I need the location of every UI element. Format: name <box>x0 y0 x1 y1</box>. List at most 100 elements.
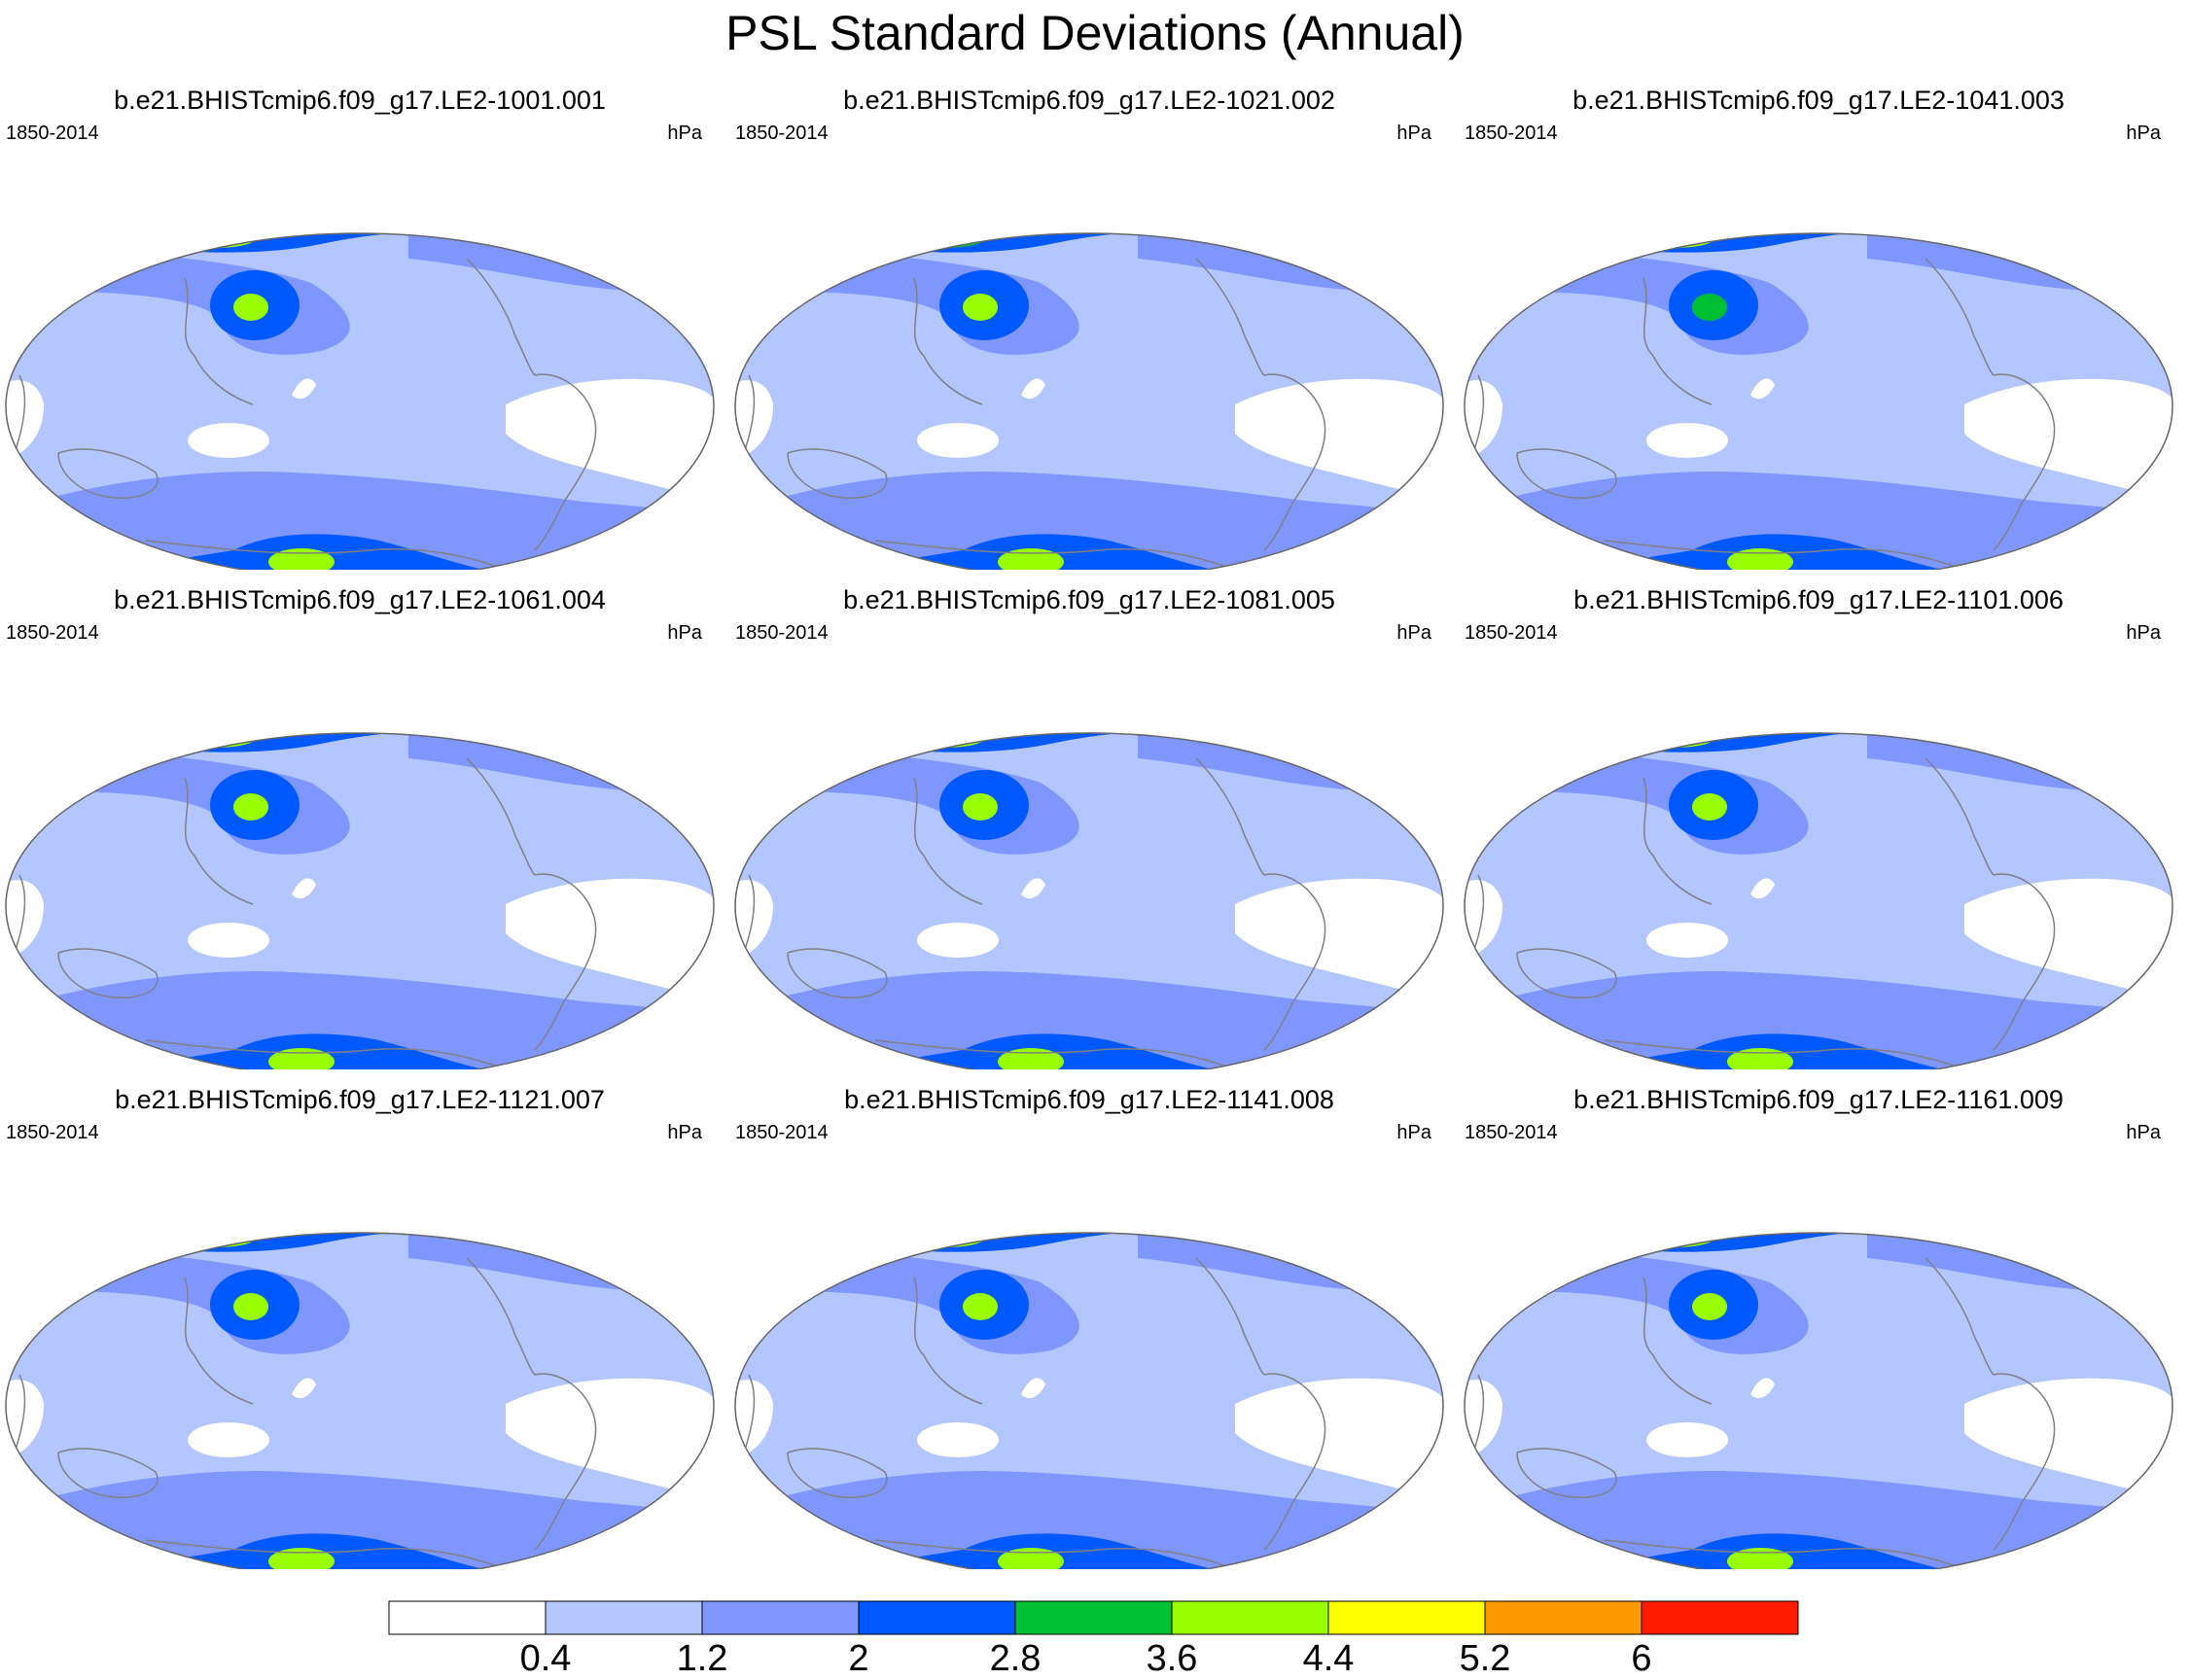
coastline <box>1642 277 1713 405</box>
contour-southern-core <box>58 1533 622 1569</box>
coastline <box>466 258 536 376</box>
coastline <box>1642 777 1713 905</box>
coastline <box>1925 1257 1995 1376</box>
contour-tropical-min <box>1646 423 1728 458</box>
coastline <box>1993 373 2056 551</box>
coastline <box>466 1257 536 1376</box>
map-border <box>734 1232 1444 1569</box>
contour-tropical-min <box>188 1422 269 1457</box>
map-panel: b.e21.BHISTcmip6.f09_g17.LE2-1121.007 185… <box>0 1083 720 1569</box>
coastline <box>14 1374 26 1453</box>
colorbar-box <box>1014 1600 1173 1635</box>
panel-units: hPa <box>667 122 702 144</box>
contour-southern-core <box>788 534 1352 570</box>
coastline <box>57 1448 159 1498</box>
contour-southern-core <box>58 1033 622 1069</box>
contour-southern-core <box>788 1533 1352 1569</box>
panel-period: 1850-2014 <box>1465 1122 1558 1143</box>
contour-mexico-min <box>292 1378 316 1399</box>
contour-southern-core <box>1517 1033 2081 1069</box>
coastline <box>14 874 26 954</box>
coastline <box>787 948 888 998</box>
colorbar-box <box>1327 1600 1486 1635</box>
contour-arctic-max <box>902 733 984 748</box>
coastline <box>145 1039 507 1069</box>
map-border <box>1464 1232 2173 1569</box>
panel-title: b.e21.BHISTcmip6.f09_g17.LE2-1161.009 <box>1573 1085 2064 1114</box>
contour-tropical-min <box>1646 923 1728 958</box>
panel-units: hPa <box>667 1122 702 1143</box>
colorbar-box <box>701 1600 860 1635</box>
colorbar-box <box>1484 1600 1642 1635</box>
contour-arctic-max <box>1632 233 1713 248</box>
map-border <box>1464 232 2173 570</box>
map-svg <box>5 732 715 1069</box>
coastline <box>14 374 26 454</box>
panel-units: hPa <box>2126 622 2161 644</box>
contour-npac-max <box>963 294 998 321</box>
contour-npac-max <box>233 793 268 821</box>
colorbar-tick-label: 6 <box>1631 1638 1652 1679</box>
panel-period: 1850-2014 <box>6 622 99 644</box>
map-svg <box>734 1232 1444 1569</box>
map-border <box>1464 732 2173 1069</box>
map-panel: b.e21.BHISTcmip6.f09_g17.LE2-1101.006 185… <box>1459 583 2178 1069</box>
colorbar-tick-label: 2 <box>848 1638 869 1679</box>
contour-southern-max <box>268 1548 335 1569</box>
panel-units: hPa <box>1396 122 1431 144</box>
contour-mexico-min <box>1750 1378 1775 1399</box>
colorbar-box <box>545 1600 703 1635</box>
contour-southern-max <box>268 1048 335 1069</box>
coastline <box>184 1277 254 1405</box>
map-panel: b.e21.BHISTcmip6.f09_g17.LE2-1021.002 185… <box>729 84 1449 570</box>
contour-southamerica-min <box>506 378 714 502</box>
panel-title: b.e21.BHISTcmip6.f09_g17.LE2-1101.006 <box>1573 585 2064 614</box>
map-panel: b.e21.BHISTcmip6.f09_g17.LE2-1081.005 185… <box>729 583 1449 1069</box>
contour-npac-max <box>1692 294 1727 321</box>
coastline <box>534 373 597 551</box>
coastline <box>57 948 159 998</box>
coastline <box>1472 1374 1485 1453</box>
contour-npac-max <box>233 1293 268 1320</box>
coastline <box>1516 948 1617 998</box>
colorbar-tick-label: 3.6 <box>1146 1638 1198 1679</box>
contour-southamerica-min <box>1964 378 2172 502</box>
panel-title: b.e21.BHISTcmip6.f09_g17.LE2-1061.004 <box>114 585 606 614</box>
coastline <box>1604 1539 1965 1569</box>
colorbar-tick-label: 5.2 <box>1459 1638 1511 1679</box>
contour-mexico-min <box>1021 378 1045 400</box>
contour-southern-max <box>998 548 1064 570</box>
coastline <box>145 540 507 570</box>
coastline <box>787 448 888 499</box>
coastline <box>913 277 983 405</box>
map-svg <box>5 1232 715 1569</box>
contour-arctic-max <box>902 1233 984 1247</box>
contour-southern-max <box>1727 1548 1793 1569</box>
panel-period: 1850-2014 <box>735 622 829 644</box>
coastline <box>1263 373 1326 551</box>
contour-arctic-max <box>173 1233 255 1247</box>
contour-southern-max <box>268 548 335 570</box>
figure-title: PSL Standard Deviations (Annual) <box>725 6 1465 60</box>
coastline <box>184 777 254 905</box>
coastline <box>1195 1257 1265 1376</box>
contour-southamerica-min <box>1964 1378 2172 1501</box>
contour-southamerica-min <box>506 878 714 1001</box>
contour-southamerica-min <box>1235 878 1443 1001</box>
contour-southern-core <box>1517 534 2081 570</box>
map-svg <box>1464 1232 2173 1569</box>
contour-mexico-min <box>1750 878 1775 899</box>
map-border <box>734 232 1444 570</box>
coastline <box>1993 1373 2056 1551</box>
contour-southern-max <box>1727 548 1793 570</box>
coastline <box>1472 374 1485 454</box>
contour-mexico-min <box>1021 878 1045 899</box>
contour-mexico-min <box>292 878 316 899</box>
contour-arctic-max <box>173 733 255 748</box>
coastline <box>1925 258 1995 376</box>
coastline <box>1642 1277 1713 1405</box>
coastline <box>1472 874 1485 954</box>
contour-arctic-max <box>1632 733 1713 748</box>
contour-southern-core <box>58 534 622 570</box>
map-svg <box>734 232 1444 570</box>
